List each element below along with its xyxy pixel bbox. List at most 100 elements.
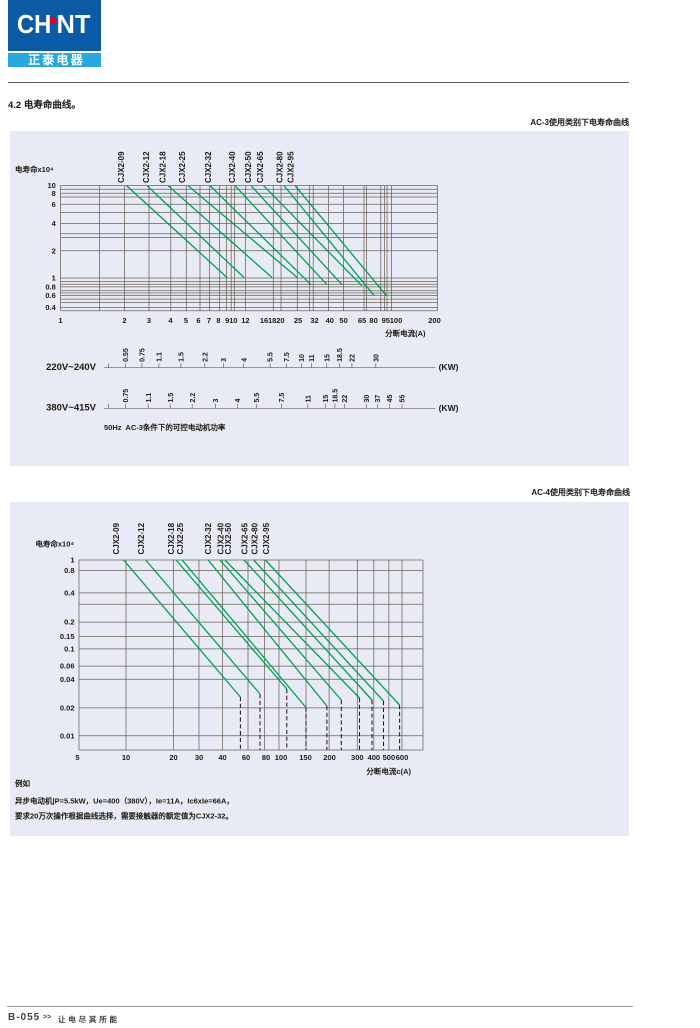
svg-text:CJX2-50: CJX2-50: [224, 522, 233, 554]
svg-text:CJX2-50: CJX2-50: [244, 151, 253, 183]
svg-text:11: 11: [309, 354, 316, 362]
svg-text:CJX2-32: CJX2-32: [204, 151, 213, 183]
svg-text:0.2: 0.2: [64, 618, 74, 627]
svg-text:0.1: 0.1: [64, 645, 74, 654]
svg-text:40: 40: [218, 753, 226, 762]
svg-text:22: 22: [342, 395, 349, 403]
svg-text:200: 200: [428, 316, 441, 325]
svg-text:5: 5: [184, 316, 188, 325]
svg-text:1.5: 1.5: [168, 393, 175, 403]
svg-text:7.5: 7.5: [279, 393, 286, 403]
svg-text:220V~240V: 220V~240V: [46, 362, 97, 373]
svg-text:11: 11: [305, 395, 312, 403]
svg-text:600: 600: [396, 753, 409, 762]
svg-text:0.04: 0.04: [60, 675, 75, 684]
svg-text:380V~415V: 380V~415V: [46, 403, 97, 414]
svg-text:异步电动机|P=5.5kW，Ue=400（380V），Ie=: 异步电动机|P=5.5kW，Ue=400（380V），Ie=11A，Ic6xIe…: [15, 796, 234, 806]
svg-text:例如: 例如: [15, 778, 30, 788]
svg-text:CJX2-40: CJX2-40: [228, 151, 237, 183]
svg-text:3: 3: [147, 316, 151, 325]
svg-text:30: 30: [364, 395, 371, 403]
svg-text:(KW): (KW): [439, 403, 459, 413]
svg-text:200: 200: [323, 753, 336, 762]
svg-text:30: 30: [195, 753, 203, 762]
svg-text:20: 20: [169, 753, 177, 762]
svg-text:0.06: 0.06: [60, 662, 75, 671]
svg-text:45: 45: [387, 395, 394, 403]
svg-text:5.5: 5.5: [254, 393, 261, 403]
svg-text:12: 12: [241, 316, 249, 325]
svg-text:CJX2-40: CJX2-40: [216, 522, 225, 554]
svg-text:80: 80: [369, 316, 377, 325]
svg-text:4: 4: [241, 358, 248, 362]
svg-text:8: 8: [52, 189, 56, 198]
svg-text:1: 1: [70, 556, 74, 565]
svg-text:CJX2-65: CJX2-65: [240, 522, 249, 554]
svg-text:要求20万次操作根据曲线选择，需要接触器的额定值为CJX2-: 要求20万次操作根据曲线选择，需要接触器的额定值为CJX2-32。: [15, 811, 233, 821]
svg-text:3: 3: [213, 399, 220, 403]
svg-text:0.75: 0.75: [123, 389, 130, 403]
svg-text:CJX2-18: CJX2-18: [159, 151, 168, 183]
svg-text:100: 100: [275, 753, 288, 762]
svg-text:1.5: 1.5: [179, 352, 186, 362]
svg-text:0.02: 0.02: [60, 704, 75, 713]
svg-text:0.6: 0.6: [45, 291, 55, 300]
svg-text:32: 32: [310, 316, 318, 325]
svg-text:2: 2: [122, 316, 126, 325]
svg-text:CJX2-80: CJX2-80: [276, 151, 285, 183]
svg-text:15: 15: [324, 354, 331, 362]
svg-text:18.5: 18.5: [337, 348, 344, 362]
svg-text:10: 10: [122, 753, 130, 762]
svg-text:50: 50: [339, 316, 347, 325]
svg-text:0.01: 0.01: [60, 731, 75, 740]
svg-text:1: 1: [52, 274, 56, 283]
svg-text:30: 30: [373, 354, 380, 362]
svg-text:4: 4: [168, 316, 173, 325]
svg-text:1.1: 1.1: [146, 393, 153, 403]
svg-text:10: 10: [299, 354, 306, 362]
svg-text:CJX2-18: CJX2-18: [167, 522, 176, 554]
svg-text:0.75: 0.75: [140, 348, 147, 362]
svg-text:55: 55: [400, 395, 407, 403]
svg-text:电寿命x10⁴: 电寿命x10⁴: [15, 164, 54, 174]
svg-text:6: 6: [52, 200, 56, 209]
svg-text:4: 4: [52, 219, 57, 228]
svg-text:37: 37: [375, 395, 382, 403]
svg-text:(KW): (KW): [439, 362, 459, 372]
svg-text:2.2: 2.2: [190, 393, 197, 403]
svg-text:40: 40: [326, 316, 334, 325]
svg-text:5: 5: [75, 753, 79, 762]
svg-text:95: 95: [382, 316, 390, 325]
svg-text:电寿命x10⁴: 电寿命x10⁴: [35, 539, 74, 549]
svg-text:300: 300: [351, 753, 364, 762]
svg-text:22: 22: [350, 354, 357, 362]
svg-text:CJX2-80: CJX2-80: [250, 522, 259, 554]
svg-text:16: 16: [260, 316, 268, 325]
svg-text:CJX2-12: CJX2-12: [137, 522, 146, 554]
svg-text:100: 100: [390, 316, 403, 325]
svg-text:2: 2: [52, 246, 56, 255]
svg-text:CJX2-95: CJX2-95: [262, 522, 271, 554]
svg-text:7.5: 7.5: [284, 352, 291, 362]
svg-text:18.5: 18.5: [333, 389, 340, 403]
svg-text:9: 9: [225, 316, 229, 325]
svg-text:7: 7: [207, 316, 211, 325]
svg-text:5.5: 5.5: [268, 352, 275, 362]
svg-text:65: 65: [358, 316, 366, 325]
svg-text:CJX2-95: CJX2-95: [287, 151, 296, 183]
svg-text:20: 20: [276, 316, 284, 325]
svg-text:8: 8: [216, 316, 220, 325]
svg-text:25: 25: [294, 316, 302, 325]
svg-text:分断电流(A): 分断电流(A): [385, 328, 426, 338]
svg-text:18: 18: [268, 316, 276, 325]
svg-text:0.8: 0.8: [45, 283, 55, 292]
svg-text:4: 4: [235, 399, 242, 403]
svg-text:80: 80: [262, 753, 270, 762]
svg-text:60: 60: [242, 753, 250, 762]
svg-text:1: 1: [58, 316, 62, 325]
svg-text:50Hz AC-3条件下的可控电动机功率: 50Hz AC-3条件下的可控电动机功率: [104, 422, 226, 432]
svg-text:6: 6: [196, 316, 200, 325]
svg-text:CJX2-25: CJX2-25: [176, 522, 185, 554]
svg-text:CJX2-09: CJX2-09: [112, 522, 121, 554]
svg-text:0.8: 0.8: [64, 566, 74, 575]
